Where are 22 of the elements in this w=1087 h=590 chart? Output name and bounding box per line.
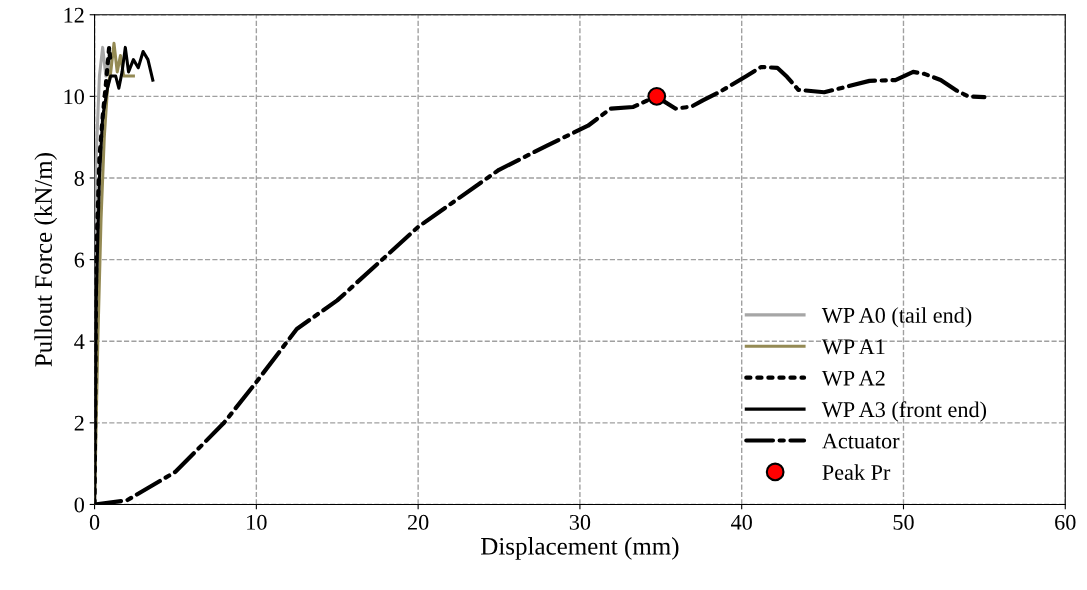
- legend-label: WP A1: [821, 339, 885, 355]
- y-tick-label: 2: [74, 415, 84, 431]
- legend-label: Actuator: [822, 433, 900, 449]
- y-tick-label: 0: [74, 497, 84, 513]
- x-tick-label: 20: [408, 514, 429, 530]
- x-tick-label: 0: [89, 514, 100, 530]
- y-tick-label: 10: [64, 89, 84, 105]
- y-tick-label: 8: [74, 170, 84, 186]
- y-tick-label: 6: [74, 252, 85, 268]
- x-tick-label: 10: [247, 514, 267, 530]
- x-tick-label: 40: [731, 514, 752, 530]
- x-tick-label: 60: [1055, 514, 1076, 530]
- x-axis-title: Displacement (mm): [481, 537, 679, 560]
- legend-label: WP A0 (tail end): [821, 307, 972, 328]
- x-tick-label: 50: [893, 514, 914, 530]
- legend-label: Peak Pr: [822, 464, 891, 480]
- legend-label: WP A3 (front end): [821, 401, 987, 422]
- legend-label: WP A2: [821, 370, 885, 386]
- y-axis-title: Pullout Force (kN/m): [34, 153, 58, 367]
- y-tick-label: 12: [64, 7, 84, 23]
- y-tick-label: 4: [74, 334, 85, 349]
- x-tick-label: 30: [569, 514, 591, 530]
